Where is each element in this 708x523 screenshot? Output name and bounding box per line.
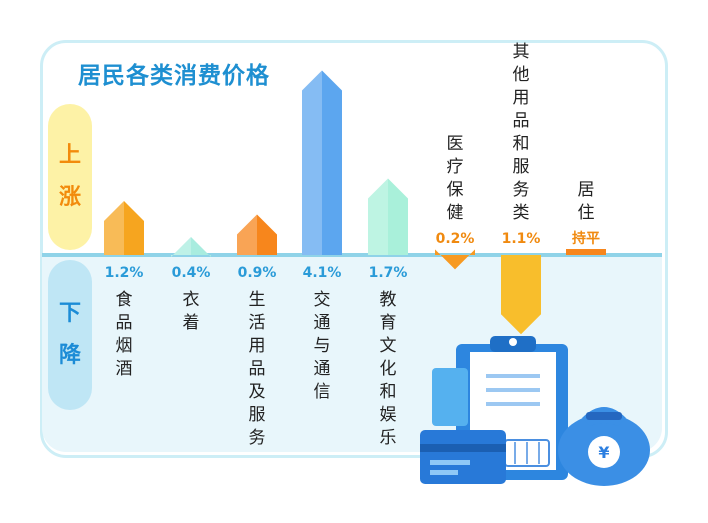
value-label-4: 4.1% — [303, 265, 342, 281]
category-label-1: 食品烟酒 — [115, 290, 133, 379]
value-label-2: 0.4% — [172, 265, 211, 281]
rise-char-2: 涨 — [58, 185, 81, 210]
fall-char-1: 下 — [58, 301, 81, 326]
rise-pill: 上 涨 — [48, 104, 92, 250]
bar-2 — [171, 237, 211, 257]
bar-3 — [237, 214, 277, 255]
value-label-7: 1.1% — [502, 231, 541, 247]
rise-char-1: 上 — [58, 143, 81, 168]
zero-axis — [42, 253, 662, 257]
fall-char-2: 降 — [58, 343, 81, 368]
bar-8 — [566, 249, 606, 255]
category-label-4: 交通与通信 — [313, 290, 331, 402]
value-label-8: 持平 — [572, 230, 600, 247]
chart-title: 居民各类消费价格 — [78, 63, 270, 89]
value-label-1: 1.2% — [105, 265, 144, 281]
category-label-3: 生活用品及服务 — [248, 290, 266, 448]
bar-4 — [302, 70, 342, 255]
category-label-2: 衣着 — [182, 290, 200, 333]
money-bag-icon: ¥ — [558, 407, 650, 486]
bank-card-icon — [420, 368, 506, 484]
category-label-8: 居住 — [577, 180, 595, 223]
shopping-basket-icon — [504, 439, 550, 467]
bar-7 — [501, 255, 541, 335]
fall-pill: 下 降 — [48, 260, 92, 410]
bar-5 — [368, 178, 408, 255]
value-label-5: 1.7% — [369, 265, 408, 281]
bar-1 — [104, 201, 144, 255]
value-label-3: 0.9% — [238, 265, 277, 281]
category-label-7: 其他用品和服务类 — [512, 42, 530, 223]
bar-6 — [435, 249, 475, 270]
value-label-6: 0.2% — [436, 231, 475, 247]
svg-text:¥: ¥ — [598, 443, 609, 462]
category-label-6: 医疗保健 — [446, 134, 464, 223]
category-label-5: 教育文化和娱乐 — [379, 290, 397, 448]
